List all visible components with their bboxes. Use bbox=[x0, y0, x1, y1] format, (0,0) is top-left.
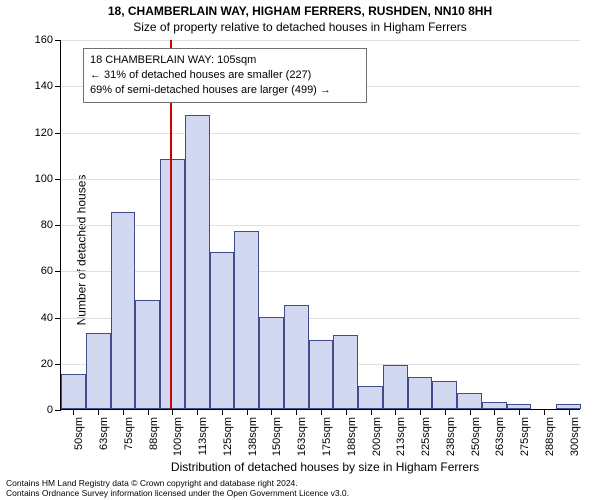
x-tick bbox=[172, 409, 173, 415]
x-tick bbox=[296, 409, 297, 415]
x-tick bbox=[123, 409, 124, 415]
x-tick-label: 113sqm bbox=[197, 417, 209, 455]
annotation-line: 18 CHAMBERLAIN WAY: 105sqm bbox=[90, 53, 360, 68]
gridline bbox=[61, 40, 580, 41]
x-tick-label: 75sqm bbox=[123, 417, 135, 450]
x-tick-label: 88sqm bbox=[148, 417, 160, 450]
attribution-line-1: Contains HM Land Registry data © Crown c… bbox=[6, 478, 594, 489]
x-tick bbox=[470, 409, 471, 415]
x-tick-label: 263sqm bbox=[494, 417, 506, 456]
x-tick bbox=[247, 409, 248, 415]
histogram-bar bbox=[86, 333, 111, 409]
histogram-bar bbox=[482, 402, 507, 409]
annotation-line: 69% of semi-detached houses are larger (… bbox=[90, 83, 360, 98]
histogram-bar bbox=[309, 340, 334, 409]
x-tick-label: 100sqm bbox=[172, 417, 184, 456]
x-tick-label: 150sqm bbox=[271, 417, 283, 456]
y-tick-label: 0 bbox=[47, 404, 53, 416]
histogram-bar bbox=[284, 305, 309, 409]
x-tick-label: 250sqm bbox=[470, 417, 482, 456]
histogram-bar bbox=[160, 159, 185, 409]
y-tick-label: 20 bbox=[41, 358, 53, 370]
gridline bbox=[61, 271, 580, 272]
x-axis-label: Distribution of detached houses by size … bbox=[60, 460, 590, 474]
x-tick-label: 163sqm bbox=[296, 417, 308, 456]
x-tick-label: 213sqm bbox=[395, 417, 407, 456]
chart-subtitle: Size of property relative to detached ho… bbox=[0, 20, 600, 34]
y-tick bbox=[55, 318, 61, 319]
histogram-bar bbox=[383, 365, 408, 409]
gridline bbox=[61, 179, 580, 180]
histogram-bar bbox=[333, 335, 358, 409]
attribution-text: Contains HM Land Registry data © Crown c… bbox=[6, 478, 594, 499]
x-tick-label: 300sqm bbox=[569, 417, 581, 456]
x-tick bbox=[148, 409, 149, 415]
x-tick bbox=[197, 409, 198, 415]
gridline bbox=[61, 225, 580, 226]
x-tick-label: 63sqm bbox=[98, 417, 110, 450]
chart-container: 18, CHAMBERLAIN WAY, HIGHAM FERRERS, RUS… bbox=[0, 0, 600, 500]
chart-title: 18, CHAMBERLAIN WAY, HIGHAM FERRERS, RUS… bbox=[0, 4, 600, 18]
gridline bbox=[61, 133, 580, 134]
histogram-bar bbox=[135, 300, 160, 409]
x-tick-label: 50sqm bbox=[73, 417, 85, 450]
histogram-bar bbox=[432, 381, 457, 409]
y-tick-label: 140 bbox=[35, 80, 53, 92]
x-tick-label: 288sqm bbox=[544, 417, 556, 456]
histogram-bar bbox=[234, 231, 259, 409]
x-tick bbox=[544, 409, 545, 415]
plot-area: 02040608010012014016050sqm63sqm75sqm88sq… bbox=[60, 40, 580, 410]
y-tick bbox=[55, 364, 61, 365]
x-tick bbox=[73, 409, 74, 415]
y-tick bbox=[55, 40, 61, 41]
histogram-bar bbox=[210, 252, 235, 409]
y-tick bbox=[55, 179, 61, 180]
x-tick-label: 175sqm bbox=[321, 417, 333, 456]
x-tick bbox=[445, 409, 446, 415]
y-tick-label: 100 bbox=[35, 173, 53, 185]
y-tick-label: 40 bbox=[41, 312, 53, 324]
x-tick bbox=[519, 409, 520, 415]
histogram-bar bbox=[259, 317, 284, 410]
x-tick-label: 125sqm bbox=[222, 417, 234, 456]
y-tick-label: 120 bbox=[35, 127, 53, 139]
annotation-box: 18 CHAMBERLAIN WAY: 105sqm← 31% of detac… bbox=[83, 48, 367, 103]
x-tick bbox=[395, 409, 396, 415]
x-tick-label: 275sqm bbox=[519, 417, 531, 456]
x-tick-label: 188sqm bbox=[346, 417, 358, 456]
x-tick bbox=[98, 409, 99, 415]
y-tick-label: 60 bbox=[41, 265, 53, 277]
histogram-bar bbox=[111, 212, 136, 409]
histogram-bar bbox=[457, 393, 482, 409]
y-tick-label: 160 bbox=[35, 34, 53, 46]
x-tick bbox=[420, 409, 421, 415]
x-tick-label: 238sqm bbox=[445, 417, 457, 456]
histogram-bar bbox=[408, 377, 433, 409]
y-tick bbox=[55, 86, 61, 87]
x-tick bbox=[271, 409, 272, 415]
y-tick bbox=[55, 225, 61, 226]
y-tick bbox=[55, 410, 61, 411]
x-tick bbox=[222, 409, 223, 415]
x-tick bbox=[569, 409, 570, 415]
annotation-line: ← 31% of detached houses are smaller (22… bbox=[90, 68, 360, 83]
y-tick bbox=[55, 271, 61, 272]
x-tick bbox=[371, 409, 372, 415]
x-tick bbox=[346, 409, 347, 415]
x-tick-label: 200sqm bbox=[371, 417, 383, 456]
histogram-bar bbox=[185, 115, 210, 409]
attribution-line-2: Contains Ordnance Survey information lic… bbox=[6, 488, 594, 499]
y-tick-label: 80 bbox=[41, 219, 53, 231]
x-tick bbox=[494, 409, 495, 415]
x-tick-label: 225sqm bbox=[420, 417, 432, 456]
x-tick-label: 138sqm bbox=[247, 417, 259, 456]
histogram-bar bbox=[358, 386, 383, 409]
histogram-bar bbox=[61, 374, 86, 409]
x-tick bbox=[321, 409, 322, 415]
y-tick bbox=[55, 133, 61, 134]
